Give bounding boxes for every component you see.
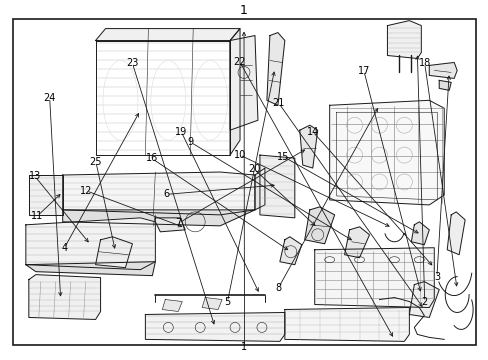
Polygon shape xyxy=(155,218,185,232)
Polygon shape xyxy=(304,207,334,244)
Polygon shape xyxy=(428,62,456,78)
Polygon shape xyxy=(95,237,132,268)
Text: 19: 19 xyxy=(175,127,187,136)
Text: 2: 2 xyxy=(421,297,427,307)
Polygon shape xyxy=(314,248,433,307)
Polygon shape xyxy=(26,262,155,276)
Polygon shape xyxy=(438,80,450,90)
Polygon shape xyxy=(329,100,443,205)
Text: 22: 22 xyxy=(233,57,245,67)
Polygon shape xyxy=(145,312,285,341)
Text: 11: 11 xyxy=(31,211,43,221)
Text: 20: 20 xyxy=(247,164,260,174)
Polygon shape xyxy=(447,212,464,255)
Polygon shape xyxy=(299,125,317,168)
Text: 9: 9 xyxy=(187,138,194,147)
Polygon shape xyxy=(254,168,264,210)
Text: 4: 4 xyxy=(61,243,67,253)
Text: 13: 13 xyxy=(29,171,41,181)
Polygon shape xyxy=(408,282,438,318)
Text: 17: 17 xyxy=(357,66,369,76)
Text: 24: 24 xyxy=(43,93,56,103)
Text: 6: 6 xyxy=(163,189,169,199)
Polygon shape xyxy=(344,227,369,258)
Text: 3: 3 xyxy=(433,272,439,282)
Text: 16: 16 xyxy=(145,153,158,163)
Polygon shape xyxy=(386,21,421,58)
Polygon shape xyxy=(62,172,254,215)
Polygon shape xyxy=(229,28,240,155)
Text: 1: 1 xyxy=(241,342,247,352)
Polygon shape xyxy=(410,222,428,245)
Text: 5: 5 xyxy=(224,297,230,307)
Polygon shape xyxy=(62,210,254,226)
Polygon shape xyxy=(260,155,294,218)
Text: 10: 10 xyxy=(233,150,245,160)
Polygon shape xyxy=(229,36,258,130)
Polygon shape xyxy=(162,300,182,311)
Polygon shape xyxy=(29,175,62,215)
Polygon shape xyxy=(279,237,301,265)
Text: 15: 15 xyxy=(277,152,289,162)
Polygon shape xyxy=(202,298,222,310)
Text: 7: 7 xyxy=(175,218,182,228)
Text: 1: 1 xyxy=(240,4,247,17)
Text: 23: 23 xyxy=(126,58,139,68)
Polygon shape xyxy=(285,307,408,341)
Polygon shape xyxy=(26,218,155,270)
Text: 21: 21 xyxy=(272,98,284,108)
Text: 14: 14 xyxy=(306,127,318,136)
Polygon shape xyxy=(95,28,240,41)
Text: 18: 18 xyxy=(418,58,430,68)
Text: 25: 25 xyxy=(89,157,102,167)
Polygon shape xyxy=(266,32,285,105)
Text: 12: 12 xyxy=(80,186,92,196)
Polygon shape xyxy=(29,275,101,319)
Text: 8: 8 xyxy=(275,283,281,293)
